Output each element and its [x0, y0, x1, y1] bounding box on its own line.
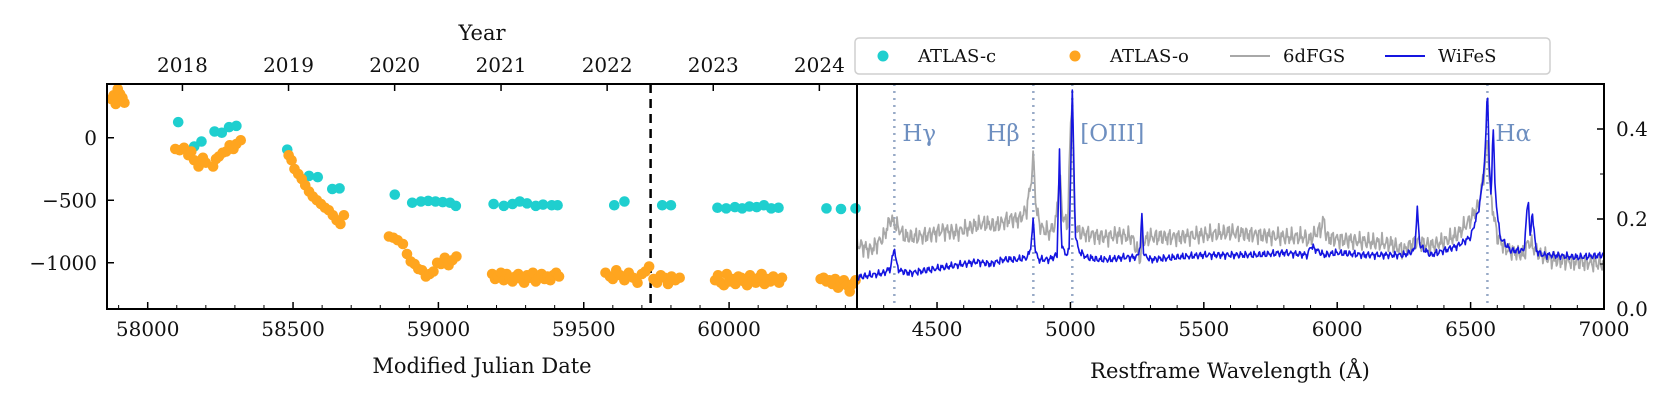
emission-line-label: Hβ [986, 121, 1019, 147]
wavelength-tick-label: 5000 [1045, 317, 1096, 341]
spectrum-panel: Hγ Hβ [OIII] Hα 4500 5000 5500 6000 6500 70000.0… [856, 83, 1648, 383]
atlas-o-point [776, 272, 788, 284]
flux-tick-label: 0.0 [1616, 297, 1648, 321]
atlas-c-point [619, 196, 630, 207]
legend-box [854, 37, 1551, 75]
atlas-c-point [312, 171, 324, 183]
flux-tick-label: 0.2 [1616, 207, 1648, 231]
atlas-o-point [110, 98, 122, 110]
wavelength-tick-label: 6000 [1312, 317, 1363, 341]
atlas-c-point [665, 199, 677, 211]
atlas-o-point [286, 154, 297, 166]
lightcurve-panel: 58000 58500 59000 59500 60000 0 −500 −1000 2018 2… [29, 21, 861, 378]
lightcurve-ticks: 58000 58500 59000 59500 60000 0 −500 −1000 2018 2… [29, 53, 846, 341]
mjd-tick-label: 59000 [407, 317, 471, 341]
atlas-c-point [821, 203, 832, 214]
atlas-c-point [720, 203, 732, 214]
atlas-o-point [119, 97, 130, 109]
atlas-o-point [428, 266, 439, 277]
atlas-c-point [656, 199, 668, 211]
year-tick-label: 2022 [582, 53, 633, 77]
atlas-c-point [196, 136, 207, 147]
atlas-o-point [397, 238, 409, 250]
spectrum-curves [856, 89, 1605, 281]
wavelength-tick-label: 6500 [1445, 317, 1496, 341]
atlas-c-point [406, 197, 418, 209]
atlas-c-point [172, 116, 184, 128]
atlas-o-point [335, 218, 346, 230]
year-tick-label: 2020 [369, 53, 420, 77]
atlas-c-point [498, 200, 510, 212]
legend-marker-atlas-o [1069, 50, 1081, 62]
atlas-c-point [552, 199, 563, 211]
wavelength-tick-label: 5500 [1178, 317, 1229, 341]
atlas-c-point [389, 189, 401, 200]
lightcurve-y-tick-label: −500 [42, 188, 97, 212]
atlas-o-point [632, 277, 643, 289]
legend-label-atlas-o: ATLAS-o [1109, 46, 1189, 67]
wavelength-tick-label: 7000 [1579, 317, 1630, 341]
atlas-c-point [712, 202, 723, 214]
lightcurve-y-tick-label: 0 [84, 126, 97, 150]
legend-label-wifes: WiFeS [1438, 46, 1496, 67]
legend-label-atlas-c: ATLAS-c [917, 46, 996, 67]
year-tick-label: 2018 [157, 53, 208, 77]
atlas-o-point [553, 271, 565, 282]
atlas-o-point [235, 134, 247, 146]
atlas-c-point [450, 200, 462, 212]
lightcurve-year-label: Year [457, 21, 506, 45]
atlas-c-point [488, 198, 499, 210]
atlas-c-point [537, 199, 549, 210]
lightcurve-y-tick-label: −1000 [29, 251, 97, 275]
atlas-c-point [773, 202, 784, 214]
atlas-o-point [451, 251, 462, 262]
wifes-spectrum [856, 89, 1604, 281]
atlas-o-point [674, 272, 685, 284]
spectrum-xlabel: Restframe Wavelength (Å) [1090, 358, 1370, 383]
mjd-tick-label: 58500 [261, 317, 325, 341]
emission-line-label: [OIII] [1080, 121, 1144, 147]
atlas-c-point [608, 199, 620, 211]
flux-tick-label: 0.4 [1616, 117, 1648, 141]
emission-line-markers: Hγ Hβ [OIII] Hα [893, 84, 1531, 309]
legend: ATLAS-c ATLAS-o 6dFGS WiFeS [854, 37, 1551, 75]
atlas-c-point [231, 120, 242, 132]
atlas-o-point [643, 261, 655, 272]
atlas-c-point [521, 198, 533, 209]
year-tick-label: 2021 [476, 53, 527, 77]
legend-label-6dfgs: 6dFGS [1283, 46, 1345, 67]
atlas-o-point [186, 146, 197, 157]
mjd-tick-label: 60000 [697, 317, 761, 341]
spectrum-frame [856, 83, 1605, 310]
mjd-tick-label: 59500 [552, 317, 616, 341]
year-tick-label: 2023 [688, 53, 739, 77]
emission-line-label: Hγ [902, 121, 936, 147]
lightcurve-points [106, 83, 861, 297]
lightcurve-xlabel: Modified Julian Date [372, 354, 591, 378]
atlas-c-point [334, 183, 345, 194]
year-tick-label: 2019 [263, 53, 314, 77]
atlas-c-point [835, 203, 847, 215]
mjd-tick-label: 58000 [116, 317, 180, 341]
atlas-c-point [850, 203, 861, 214]
legend-marker-atlas-c [877, 50, 889, 62]
year-tick-label: 2024 [794, 53, 845, 77]
atlas-o-point [338, 209, 350, 221]
wavelength-tick-label: 4500 [912, 317, 963, 341]
atlas-c-point [216, 127, 228, 139]
emission-line-label: Hα [1495, 121, 1531, 147]
